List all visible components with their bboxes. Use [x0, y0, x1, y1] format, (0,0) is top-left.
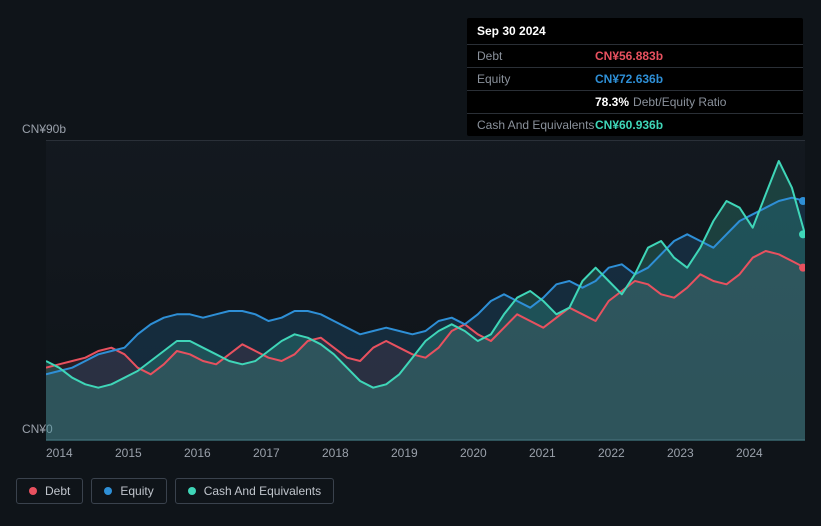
- x-tick: 2024: [736, 446, 805, 464]
- x-tick: 2021: [529, 446, 598, 464]
- tooltip-row-label: [477, 95, 595, 109]
- x-tick: 2016: [184, 446, 253, 464]
- x-tick: 2018: [322, 446, 391, 464]
- chart-svg: [46, 141, 805, 441]
- x-tick: 2014: [46, 446, 115, 464]
- x-axis: 2014201520162017201820192020202120222023…: [46, 446, 805, 464]
- tooltip-row-value: CN¥60.936b: [595, 118, 663, 132]
- tooltip-row: Cash And EquivalentsCN¥60.936b: [467, 114, 803, 136]
- x-tick: 2019: [391, 446, 460, 464]
- legend-swatch: [104, 487, 112, 495]
- tooltip-row-label: Equity: [477, 72, 595, 86]
- x-tick: 2017: [253, 446, 322, 464]
- x-tick: 2020: [460, 446, 529, 464]
- x-tick: 2015: [115, 446, 184, 464]
- legend-label: Cash And Equivalents: [204, 484, 321, 498]
- tooltip-row: DebtCN¥56.883b: [467, 45, 803, 68]
- legend-swatch: [29, 487, 37, 495]
- tooltip-row: EquityCN¥72.636b: [467, 68, 803, 91]
- legend-label: Debt: [45, 484, 70, 498]
- data-tooltip: Sep 30 2024 DebtCN¥56.883bEquityCN¥72.63…: [467, 18, 803, 136]
- legend: Debt Equity Cash And Equivalents: [16, 478, 334, 504]
- debt-equity-chart: CN¥90b CN¥0 2014201520162017201820192020…: [16, 122, 805, 506]
- tooltip-row: 78.3%Debt/Equity Ratio: [467, 91, 803, 114]
- x-tick: 2022: [598, 446, 667, 464]
- legend-item-cash-and-equivalents[interactable]: Cash And Equivalents: [175, 478, 334, 504]
- legend-item-debt[interactable]: Debt: [16, 478, 83, 504]
- x-tick: 2023: [667, 446, 736, 464]
- tooltip-row-value: CN¥56.883b: [595, 49, 663, 63]
- legend-swatch: [188, 487, 196, 495]
- tooltip-row-value: CN¥72.636b: [595, 72, 663, 86]
- plot-area[interactable]: [46, 140, 805, 440]
- tooltip-row-label: Debt: [477, 49, 595, 63]
- legend-item-equity[interactable]: Equity: [91, 478, 166, 504]
- tooltip-row-label: Cash And Equivalents: [477, 118, 595, 132]
- tooltip-row-value: 78.3%Debt/Equity Ratio: [595, 95, 726, 109]
- y-axis-max-label: CN¥90b: [22, 122, 66, 136]
- legend-label: Equity: [120, 484, 153, 498]
- series-fill-cash-and-equivalents: [46, 161, 805, 441]
- tooltip-date: Sep 30 2024: [467, 18, 803, 45]
